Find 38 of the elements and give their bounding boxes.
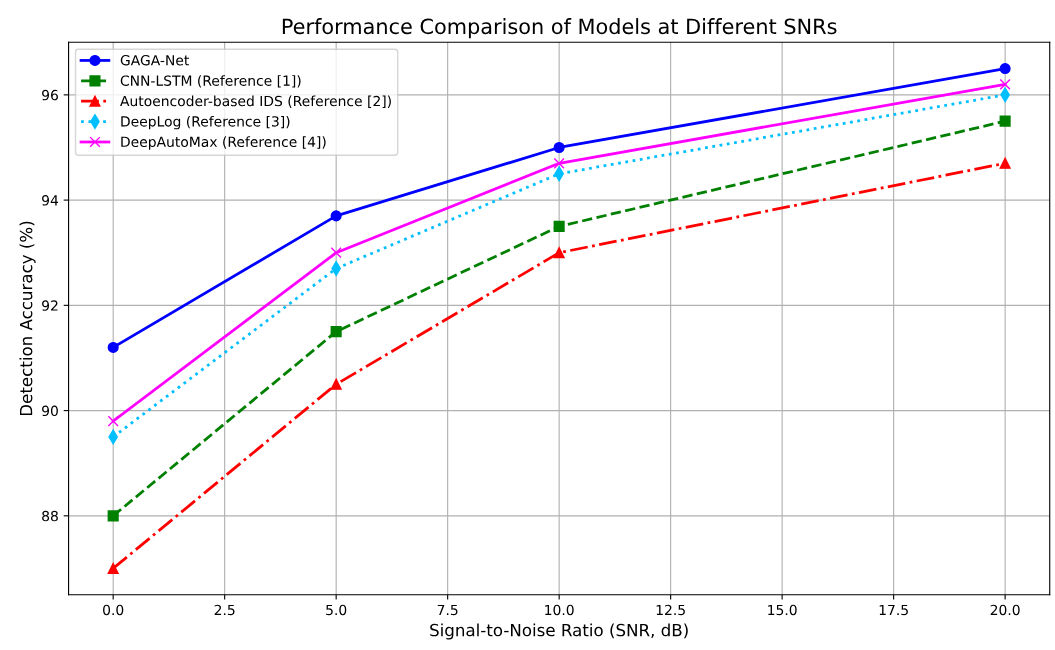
point — [330, 378, 342, 390]
point — [330, 210, 342, 222]
chart-title: Performance Comparison of Models at Different SNRs — [282, 18, 837, 39]
point — [330, 326, 342, 338]
point — [999, 63, 1011, 75]
point — [107, 341, 119, 353]
point — [553, 157, 565, 169]
point — [107, 510, 119, 522]
legend-label: CNN-LSTM (Reference [1]) — [120, 75, 301, 88]
x-tick-label: 7.5 — [437, 604, 458, 616]
y-axis-title: Detection Accuracy (%) — [19, 221, 36, 416]
point — [999, 115, 1011, 127]
x-tick-label: 17.5 — [879, 604, 908, 616]
y-tick-label: 92 — [42, 300, 58, 311]
point — [553, 247, 565, 259]
y-tick-label: 96 — [42, 89, 58, 101]
x-tick-label: 15.0 — [768, 604, 797, 616]
legend-label: Autoencoder-based IDS (Reference [2]) — [120, 95, 391, 108]
y-tick-label: 88 — [42, 510, 58, 522]
point — [553, 141, 565, 154]
legend-label: GAGA-Net — [120, 55, 189, 66]
legend-label: DeepAutoMax (Reference [4]) — [121, 136, 326, 150]
x-tick-label: 20.0 — [990, 604, 1020, 616]
y-tick-label: 90 — [42, 405, 58, 417]
point — [553, 220, 565, 232]
point — [999, 157, 1011, 169]
x-tick-label: 12.5 — [656, 604, 685, 616]
point — [107, 415, 119, 427]
legend-label: DeepLog (Reference [3]) — [121, 115, 290, 130]
x-tick-label: 10.0 — [545, 604, 574, 616]
x-tick-label: 2.5 — [214, 604, 235, 616]
point — [107, 562, 119, 574]
point — [999, 78, 1011, 90]
x-axis-title: Signal-to-Noise Ratio (SNR, dB) — [430, 623, 688, 640]
x-tick-label: 0.0 — [103, 604, 124, 616]
x-tick-label: 5.0 — [326, 604, 347, 616]
y-tick-label: 94 — [42, 195, 59, 206]
point — [330, 247, 342, 259]
